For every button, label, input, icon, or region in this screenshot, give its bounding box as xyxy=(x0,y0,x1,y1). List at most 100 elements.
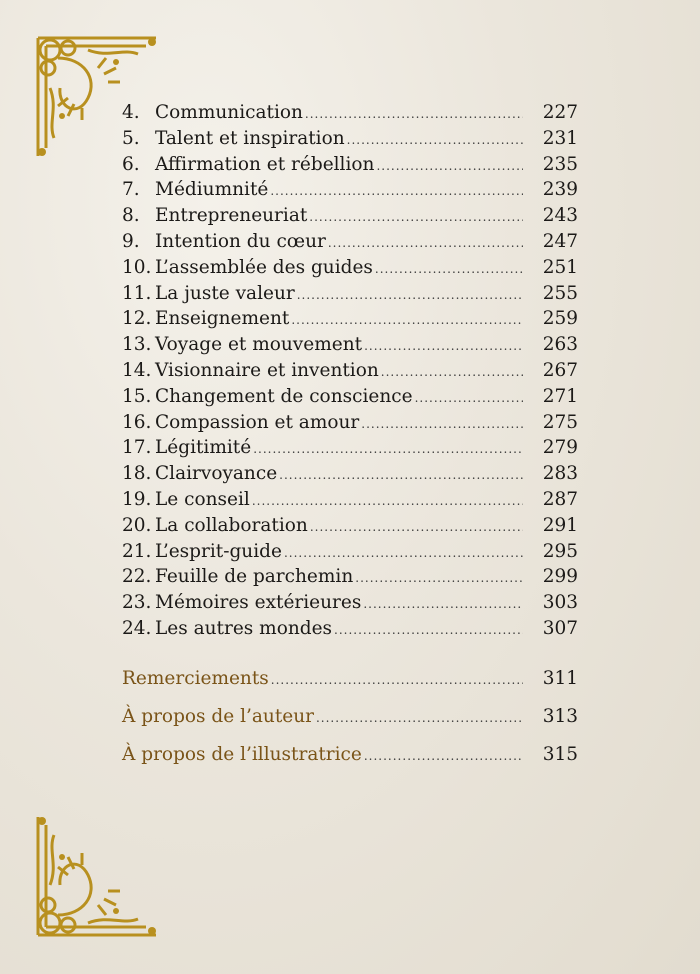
toc-entry[interactable]: 17.Légitimité 279 xyxy=(122,437,578,463)
corner-ornament-icon xyxy=(36,36,156,156)
chapter-number: 15. xyxy=(122,385,152,407)
toc-entry[interactable]: 14.Visionnaire et invention 267 xyxy=(122,360,578,386)
chapter-number: 20. xyxy=(122,514,152,536)
page-number: 279 xyxy=(542,437,578,459)
page-number: 231 xyxy=(542,127,578,149)
chapter-number: 4. xyxy=(122,102,140,123)
dot-leader xyxy=(334,623,523,637)
toc-entry[interactable]: 7. Médiumnité 239 xyxy=(122,179,578,205)
toc-entry[interactable]: 20.La collaboration 291 xyxy=(122,515,578,541)
toc-entry[interactable]: 23.Mémoires extérieures 303 xyxy=(122,592,578,618)
table-of-contents: 4. Communication 227 5. Talent et inspiratio… xyxy=(122,102,578,644)
dot-leader xyxy=(309,210,522,224)
page-number: 283 xyxy=(542,463,578,485)
appendix-title: Remerciements xyxy=(122,668,269,689)
toc-entry[interactable]: 11.La juste valeur 255 xyxy=(122,283,578,309)
page-number: 259 xyxy=(542,308,578,330)
chapter-number: 22. xyxy=(122,566,152,588)
chapter-number: 23. xyxy=(122,592,152,614)
toc-entry[interactable]: 18.Clairvoyance 283 xyxy=(122,463,578,489)
toc-entry[interactable]: 19.Le conseil 287 xyxy=(122,489,578,515)
chapter-title: Voyage et mouvement xyxy=(155,334,363,356)
chapter-number: 5. xyxy=(122,127,140,149)
page-number: 287 xyxy=(542,488,578,510)
chapter-title: Clairvoyance xyxy=(155,463,278,485)
toc-entry[interactable]: 5. Talent et inspiration 231 xyxy=(122,128,578,154)
toc-entry[interactable]: 16.Compassion et amour 275 xyxy=(122,412,578,438)
page-number: 255 xyxy=(542,282,578,304)
toc-entry[interactable]: 22.Feuille de parchemin 299 xyxy=(122,566,578,592)
page-number: 299 xyxy=(542,566,578,588)
page-number: 227 xyxy=(542,102,578,123)
chapter-number: 14. xyxy=(122,359,152,381)
toc-entry[interactable]: 24.Les autres mondes 307 xyxy=(122,618,578,644)
toc-entry[interactable]: 13.Voyage et mouvement 263 xyxy=(122,334,578,360)
dot-leader xyxy=(347,133,523,147)
dot-leader xyxy=(310,520,523,534)
chapter-title: La juste valeur xyxy=(155,282,295,304)
page-number: 303 xyxy=(542,592,578,614)
dot-leader xyxy=(355,571,522,585)
appendix-entry[interactable]: À propos de l’auteur 313 xyxy=(122,706,578,744)
toc-entry[interactable]: 6. Affirmation et rébellion 235 xyxy=(122,154,578,180)
page-number: 235 xyxy=(542,153,578,175)
chapter-title: Entrepreneuriat xyxy=(155,205,308,227)
chapter-number: 13. xyxy=(122,334,152,356)
page-number: 267 xyxy=(542,359,578,381)
page-number: 295 xyxy=(542,540,578,562)
chapter-title: Visionnaire et invention xyxy=(155,359,379,381)
toc-entry[interactable]: 10.L’assemblée des guides 251 xyxy=(122,257,578,283)
page-number: 247 xyxy=(542,230,578,252)
chapter-number: 12. xyxy=(122,308,152,330)
chapter-title: Mémoires extérieures xyxy=(155,592,362,614)
appendix-list: Remerciements311À propos de l’auteur313À… xyxy=(122,668,578,782)
chapter-title: Compassion et amour xyxy=(155,411,360,433)
appendix-title: À propos de l’illustratrice xyxy=(122,744,362,765)
chapter-title: Feuille de parchemin xyxy=(155,566,354,588)
appendix-title: À propos de l’auteur xyxy=(122,706,314,727)
chapter-number: 8. xyxy=(122,205,140,227)
dot-leader xyxy=(305,107,523,121)
page-number: 275 xyxy=(542,411,578,433)
dot-leader xyxy=(381,365,523,379)
toc-entry[interactable]: 4. Communication 227 xyxy=(122,102,578,128)
chapter-number: 17. xyxy=(122,437,152,459)
chapter-title: L’assemblée des guides xyxy=(155,256,373,278)
dot-leader xyxy=(376,159,522,173)
dot-leader xyxy=(252,494,523,508)
appendix-entry[interactable]: À propos de l’illustratrice 315 xyxy=(122,744,578,782)
dot-leader xyxy=(415,391,523,405)
chapter-title: Communication xyxy=(155,102,303,123)
dot-leader xyxy=(253,442,523,456)
dot-leader xyxy=(364,749,523,763)
chapter-number: 11. xyxy=(122,282,152,304)
toc-entry[interactable]: 8. Entrepreneuriat 243 xyxy=(122,205,578,231)
toc-entry[interactable]: 15.Changement de conscience 271 xyxy=(122,386,578,412)
chapter-number: 6. xyxy=(122,153,140,175)
chapter-title: Intention du cœur xyxy=(155,230,326,252)
chapter-title: L’esprit-guide xyxy=(155,540,282,562)
chapter-number: 16. xyxy=(122,411,152,433)
chapter-title: Talent et inspiration xyxy=(155,127,345,149)
toc-entry[interactable]: 12.Enseignement 259 xyxy=(122,308,578,334)
page-number: 251 xyxy=(542,256,578,278)
appendix-entry[interactable]: Remerciements 311 xyxy=(122,668,578,706)
page-number: 239 xyxy=(542,179,578,201)
chapter-number: 9. xyxy=(122,230,140,252)
chapter-title: Le conseil xyxy=(155,488,250,510)
page-number: 307 xyxy=(542,617,578,639)
chapter-number: 7. xyxy=(122,179,140,201)
chapter-number: 21. xyxy=(122,540,152,562)
dot-leader xyxy=(297,288,523,302)
dot-leader xyxy=(364,339,523,353)
page-number: 243 xyxy=(542,205,578,227)
chapter-number: 24. xyxy=(122,617,152,639)
page-number: 315 xyxy=(542,744,578,765)
chapter-title: Légitimité xyxy=(155,437,252,459)
chapter-title: Changement de conscience xyxy=(155,385,413,407)
toc-entry[interactable]: 9. Intention du cœur 247 xyxy=(122,231,578,257)
dot-leader xyxy=(375,262,523,276)
corner-ornament-icon xyxy=(36,817,156,937)
page-number: 291 xyxy=(542,514,578,536)
toc-entry[interactable]: 21.L’esprit-guide 295 xyxy=(122,541,578,567)
